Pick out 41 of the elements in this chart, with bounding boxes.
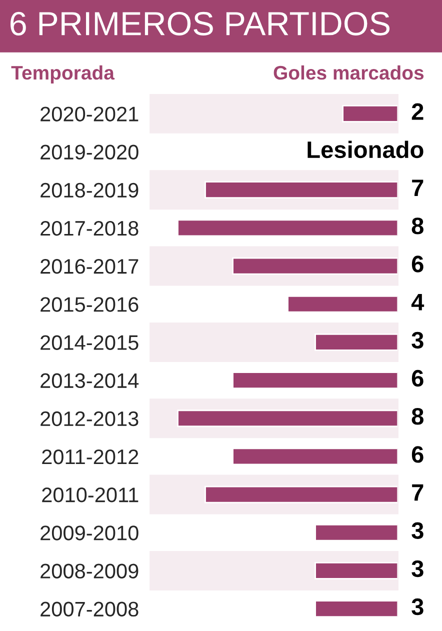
y-tick-label: 2019-2020 (40, 144, 138, 160)
data-label: 3 (412, 332, 424, 349)
data-label: 8 (412, 218, 424, 234)
y-tick-label: 2020-2021 (40, 106, 138, 122)
y-tick-label: 2011-2012 (42, 449, 138, 464)
data-label: 6 (412, 446, 424, 463)
bar (314, 334, 398, 351)
y-tick-label: 2013-2014 (40, 373, 139, 388)
y-tick-label: 2015-2016 (40, 297, 138, 312)
text: Lesionado (308, 140, 424, 158)
bar (232, 372, 398, 389)
bar (177, 219, 398, 237)
y-tick-label: 2012-2013 (40, 411, 138, 426)
y-tick-label: 2008-2009 (40, 564, 138, 578)
y-tick-label: 2016-2017 (40, 259, 138, 274)
bar (314, 600, 398, 618)
data-label: 3 (412, 598, 424, 616)
y-axis-title: Temporada (11, 65, 115, 84)
data-label: 3 (412, 522, 424, 540)
y-tick-label: 2007-2008 (40, 602, 138, 617)
data-label: 7 (412, 180, 424, 196)
bar (287, 295, 398, 313)
bar (314, 524, 398, 542)
data-label: 6 (412, 370, 424, 387)
bar (314, 562, 398, 580)
x-axis-title: Goles marcados (274, 65, 424, 80)
y-tick-label: 2010-2011 (42, 488, 138, 502)
data-label: 7 (412, 484, 424, 501)
data-label: 4 (411, 294, 424, 310)
data-label: 3 (412, 560, 424, 578)
data-label: 2 (412, 103, 424, 120)
y-tick-label: 2009-2010 (40, 526, 138, 540)
data-label: 6 (412, 256, 424, 272)
bar (232, 448, 398, 466)
bar (342, 105, 398, 122)
data-label: 8 (412, 408, 424, 425)
y-tick-label: 2014-2015 (40, 335, 138, 350)
bar (232, 257, 398, 275)
y-tick-label: 2018-2019 (40, 182, 138, 198)
y-tick-label: 2017-2018 (40, 220, 138, 236)
chart-title: 6 PRIMEROS PARTIDOS (10, 12, 390, 36)
